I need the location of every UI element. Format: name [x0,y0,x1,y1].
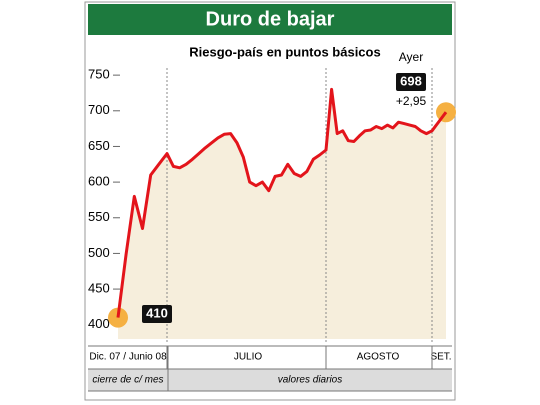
y-tick-label: 750 [88,67,110,82]
change-label: +2,95 [396,94,427,108]
x-section-label: SET. [430,352,451,363]
y-tick-label: 700 [88,102,110,117]
row-band [88,369,452,391]
y-tick-label: 600 [88,174,110,189]
line [116,87,448,318]
chart-subtitle: Riesgo-país en puntos básicos [189,44,380,59]
x-section-label: JULIO [234,352,263,363]
y-tick-label: 650 [88,138,110,153]
y-tick-label: 500 [88,245,110,260]
start-label: 410 [146,305,168,320]
y-tick-label: 450 [88,281,110,296]
y-tick-label: 400 [88,316,110,331]
start-marker [108,307,128,328]
y-tick-label: 550 [88,209,110,224]
end-caption: Ayer [399,50,423,64]
label-box [396,73,426,91]
x-section-label: AGOSTO [357,352,400,363]
end-label: 698 [400,73,422,88]
x-section-label: Dic. 07 / Junio 08 [89,352,167,363]
row-label: valores diarios [278,375,342,386]
label-box [142,305,172,323]
title-bar [88,4,452,35]
chart-title: Duro de bajar [206,8,335,30]
area [118,89,446,340]
row-label: cierre de c/ mes [92,375,163,386]
